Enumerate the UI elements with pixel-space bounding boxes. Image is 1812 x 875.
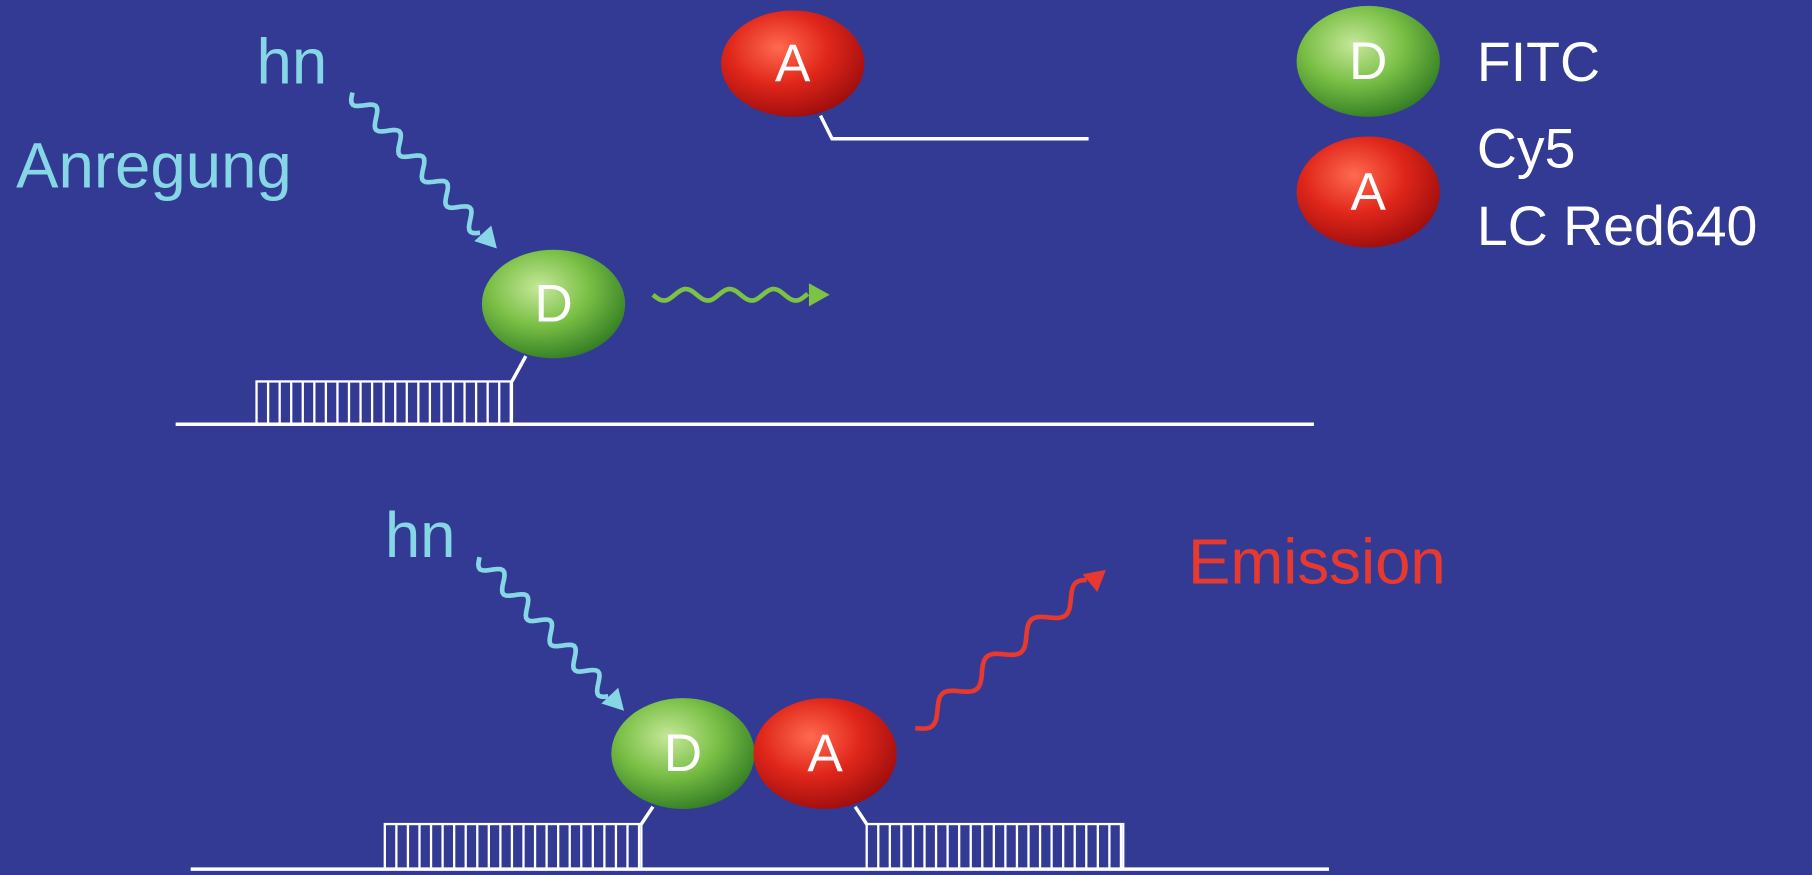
legend-donor <box>1296 5 1440 117</box>
legend-acceptor-label: A <box>1351 162 1387 221</box>
linker <box>510 355 528 383</box>
arrow-head <box>474 225 497 249</box>
legend-acceptor <box>1296 136 1440 248</box>
linker <box>853 805 869 826</box>
arrow-head <box>601 687 625 711</box>
donor-label: D <box>664 724 702 783</box>
wavy-arrow <box>348 92 481 236</box>
acceptor-dye <box>721 10 865 117</box>
legend-dye: FITC <box>1477 31 1600 93</box>
donor-dye <box>481 249 626 359</box>
wavy-arrow <box>475 556 609 700</box>
legend-dye: LC Red640 <box>1477 195 1758 257</box>
emission-label: Emission <box>1188 527 1446 598</box>
free-probe-strand <box>818 114 1089 141</box>
legend-dye: Cy5 <box>1477 118 1576 180</box>
donor-dye <box>611 698 755 810</box>
arrow-head <box>1082 569 1106 592</box>
arrow-head <box>808 283 830 307</box>
excitation-symbol: hn <box>257 26 328 97</box>
legend-donor-label: D <box>1349 32 1387 91</box>
excitation-symbol: hn <box>385 500 456 571</box>
acceptor-label: A <box>807 724 843 783</box>
linker <box>639 805 655 826</box>
excitation-label: Anregung <box>16 130 292 201</box>
wavy-arrow <box>914 577 1087 731</box>
acceptor-dye <box>753 698 897 810</box>
wavy-arrow <box>651 286 810 303</box>
probe-comb <box>383 822 643 871</box>
donor-label: D <box>534 275 572 334</box>
acceptor-label: A <box>775 34 811 93</box>
